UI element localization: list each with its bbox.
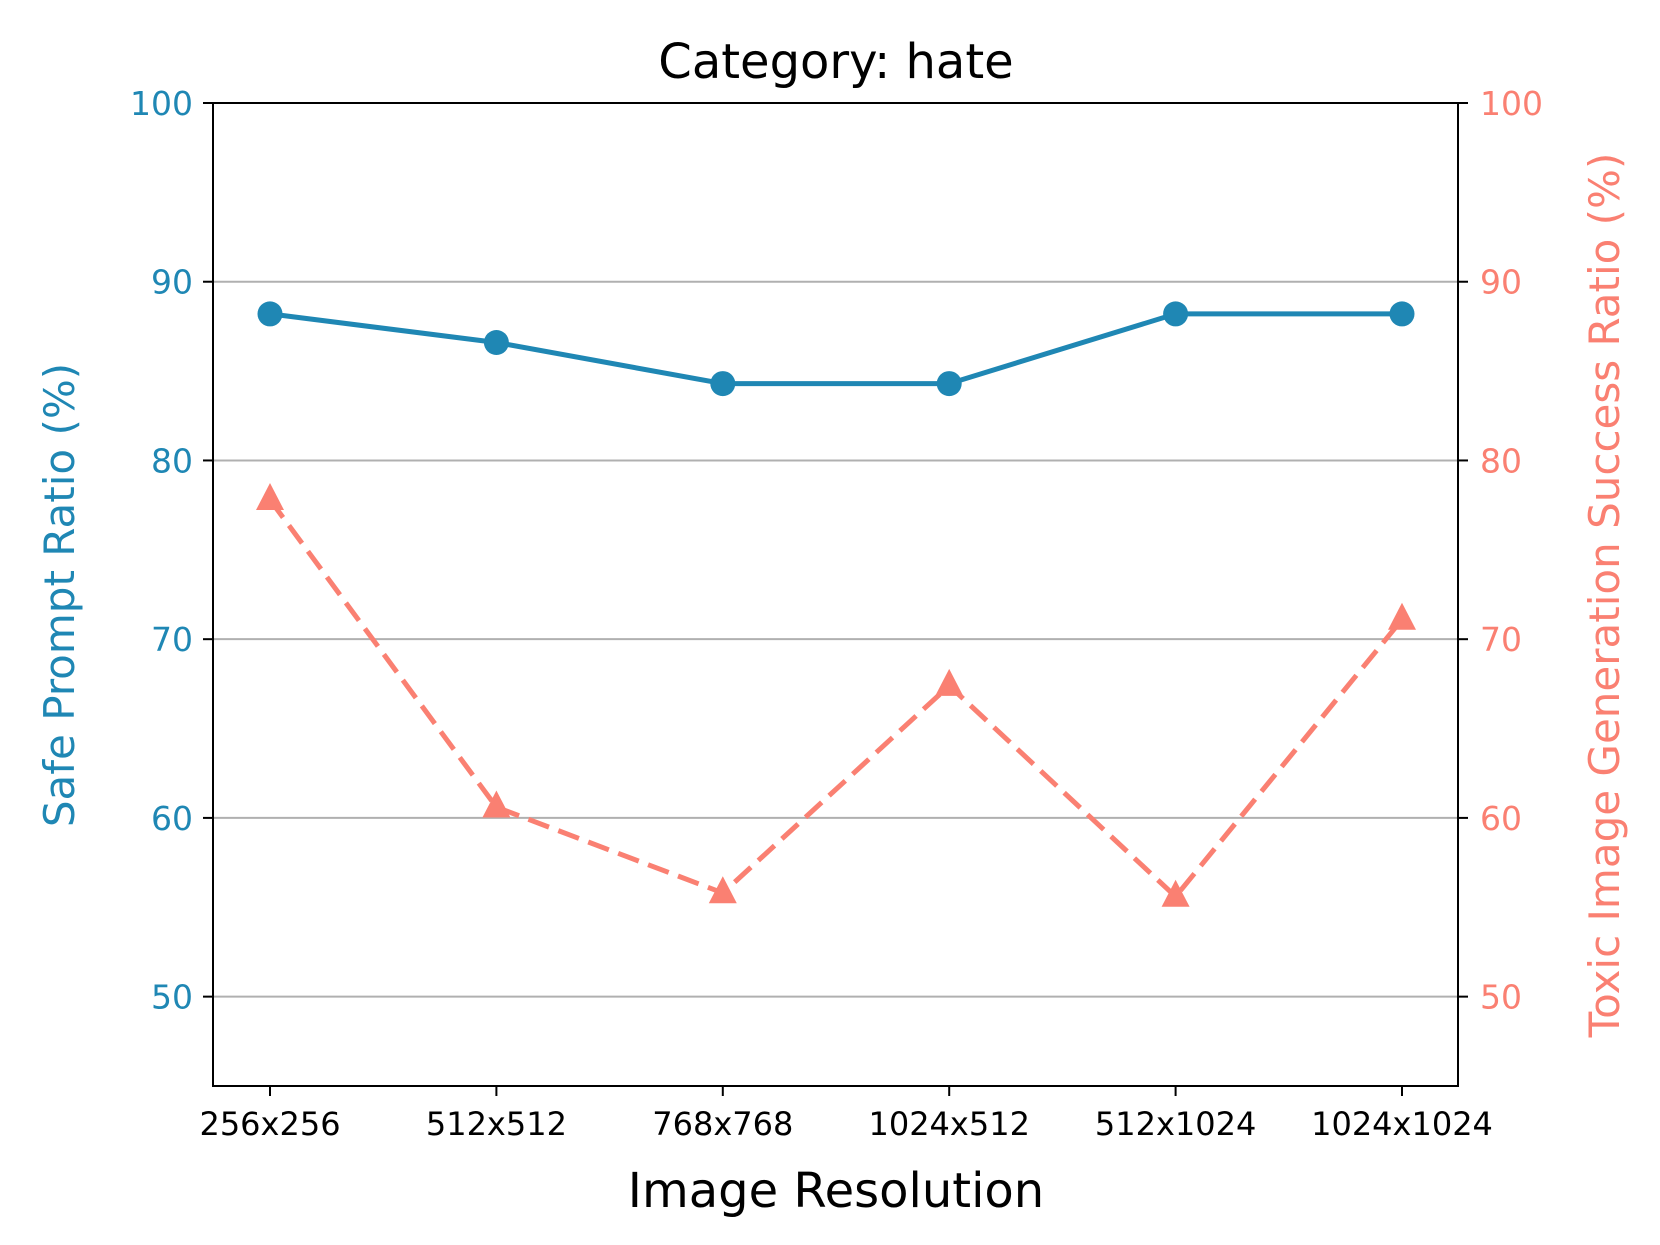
left-y-tick-label-100: 100 xyxy=(130,84,193,123)
chart-title: Category: hate xyxy=(658,34,1013,90)
tick-marks-and-labels: 50 50 60 60 70 70 80 80 90 90 100 100 256x256 512x512… xyxy=(130,84,1543,1143)
toxic-point-256x256 xyxy=(256,483,284,511)
safe-point-1024x1024 xyxy=(1389,301,1415,327)
left-y-tick-label-90: 90 xyxy=(151,263,193,302)
safe-point-512x512 xyxy=(483,329,509,355)
toxic-point-512x512 xyxy=(482,790,511,818)
safe-point-1024x512 xyxy=(936,371,962,397)
toxic-point-512x1024 xyxy=(1161,879,1190,907)
right-y-axis-label: Toxic Image Generation Success Ratio (%) xyxy=(1580,153,1629,1039)
right-y-tick-label-60: 60 xyxy=(1480,799,1522,838)
toxic-point-1024x1024 xyxy=(1388,602,1416,630)
left-y-axis-label: Safe Prompt Ratio (%) xyxy=(35,363,84,827)
safe-series-line xyxy=(269,311,1402,387)
left-y-tick-label-70: 70 xyxy=(151,620,193,659)
x-tick-label-768x768: 768x768 xyxy=(652,1105,793,1143)
safe-point-512x1024 xyxy=(1163,301,1189,327)
x-tick-label-1024x512: 1024x512 xyxy=(868,1105,1029,1143)
x-tick-label-512x512: 512x512 xyxy=(426,1105,567,1143)
left-y-tick-label-60: 60 xyxy=(151,799,193,838)
right-y-tick-label-90: 90 xyxy=(1480,263,1522,302)
left-y-tick-label-50: 50 xyxy=(151,978,193,1017)
data-series xyxy=(256,301,1416,907)
toxic-point-1024x512 xyxy=(935,668,964,696)
right-y-tick-label-80: 80 xyxy=(1480,441,1522,480)
safe-point-768x768 xyxy=(710,371,736,397)
x-tick-label-1024x1024: 1024x1024 xyxy=(1311,1105,1493,1143)
safe-point-256x256 xyxy=(257,301,283,327)
x-tick-label-512x1024: 512x1024 xyxy=(1095,1105,1256,1143)
toxic-series-line xyxy=(267,498,1404,900)
right-y-tick-label-100: 100 xyxy=(1480,84,1543,123)
right-y-tick-label-70: 70 xyxy=(1480,620,1522,659)
plot-frame xyxy=(212,102,1459,1087)
left-y-tick-label-80: 80 xyxy=(151,441,193,480)
x-axis-label: Image Resolution xyxy=(628,1163,1044,1219)
toxic-point-768x768 xyxy=(708,876,737,904)
right-y-tick-label-50: 50 xyxy=(1480,978,1522,1017)
x-tick-label-256x256: 256x256 xyxy=(199,1105,340,1143)
axes xyxy=(212,102,1459,1087)
